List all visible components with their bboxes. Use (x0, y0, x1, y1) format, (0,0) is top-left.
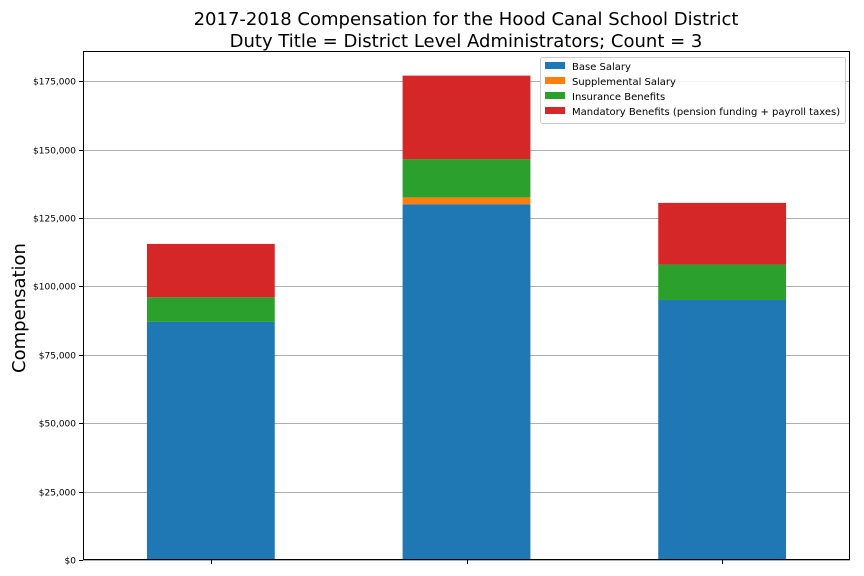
legend: Base Salary Supplemental Salary Insurance … (540, 57, 846, 124)
legend-label: Supplemental Salary (572, 77, 676, 88)
bar-segment (402, 75, 531, 160)
y-tick-label: $125,000 (33, 215, 76, 225)
bar-segment (146, 243, 275, 298)
y-tick-label: $100,000 (33, 283, 76, 293)
bar-segment (658, 202, 787, 265)
legend-label: Insurance Benefits (572, 92, 665, 103)
bar-segment (402, 159, 531, 198)
y-tick-label: $150,000 (33, 147, 76, 157)
legend-box (540, 57, 846, 124)
legend-swatch (545, 107, 565, 114)
y-tick-label: $75,000 (39, 352, 76, 362)
bar-segment (146, 321, 275, 560)
legend-swatch (545, 62, 565, 69)
bar-segment (402, 197, 531, 205)
bars (146, 75, 787, 560)
legend-swatch (545, 77, 565, 84)
plot-frame (83, 51, 850, 560)
y-tick-label: $25,000 (39, 489, 76, 499)
legend-label: Base Salary (572, 62, 631, 73)
bar-segment (402, 204, 531, 560)
axes: $0 $25,000 $50,000 $75,000 $100,000 $125,000 $… (33, 51, 850, 567)
bar-segment (658, 264, 787, 301)
chart-subtitle: Duty Title = District Level Administrato… (230, 31, 703, 52)
y-tick-label: $50,000 (39, 420, 76, 430)
y-tick-label: $175,000 (33, 78, 76, 88)
legend-swatch (545, 92, 565, 99)
bar-segment (146, 297, 275, 322)
y-axis-label: Compensation (9, 243, 30, 373)
chart-title: 2017-2018 Compensation for the Hood Cana… (194, 9, 739, 30)
legend-label: Mandatory Benefits (pension funding + pa… (572, 107, 840, 118)
bar-segment (658, 300, 787, 560)
y-tick-label: $0 (65, 557, 77, 567)
